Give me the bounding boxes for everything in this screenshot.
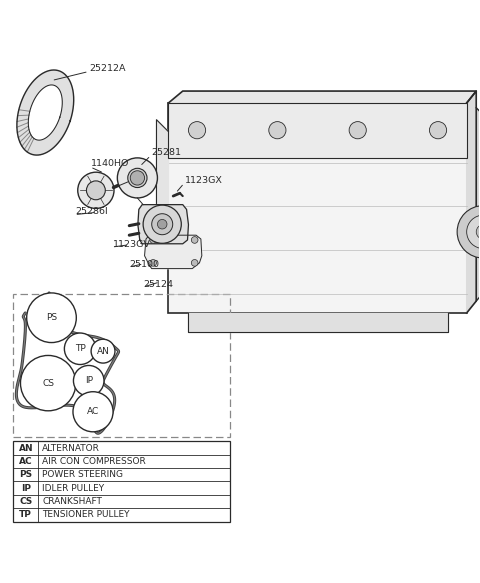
FancyBboxPatch shape: [168, 103, 467, 313]
Bar: [13, 294, 230, 437]
Text: AC: AC: [87, 408, 99, 416]
Text: IP: IP: [21, 484, 31, 493]
Circle shape: [467, 215, 480, 248]
Circle shape: [73, 392, 113, 432]
Text: PS: PS: [19, 470, 32, 479]
Circle shape: [476, 224, 480, 239]
Circle shape: [349, 122, 366, 139]
Bar: [168, 103, 467, 158]
Circle shape: [457, 206, 480, 258]
Circle shape: [152, 214, 173, 235]
Text: ALTERNATOR: ALTERNATOR: [42, 444, 100, 452]
Text: IP: IP: [85, 376, 93, 385]
Circle shape: [64, 333, 96, 364]
Circle shape: [143, 205, 181, 243]
Circle shape: [189, 122, 205, 139]
Circle shape: [21, 356, 76, 411]
Polygon shape: [17, 70, 74, 155]
Polygon shape: [138, 205, 189, 244]
Circle shape: [269, 122, 286, 139]
Circle shape: [130, 171, 144, 185]
Text: TP: TP: [19, 510, 32, 519]
Text: AN: AN: [19, 444, 33, 452]
Circle shape: [91, 339, 115, 363]
Text: CS: CS: [19, 497, 33, 506]
Text: IDLER PULLEY: IDLER PULLEY: [42, 484, 104, 493]
Text: 25124: 25124: [144, 280, 174, 289]
Text: 25212A: 25212A: [90, 64, 126, 73]
Text: 1140HO: 1140HO: [91, 159, 130, 168]
Circle shape: [192, 259, 198, 266]
Text: AC: AC: [19, 457, 33, 466]
Polygon shape: [156, 120, 168, 256]
Circle shape: [86, 181, 105, 200]
Circle shape: [430, 122, 446, 139]
Bar: [13, 441, 230, 522]
Circle shape: [117, 158, 157, 198]
Polygon shape: [168, 91, 476, 103]
Polygon shape: [476, 108, 480, 301]
Text: CS: CS: [42, 378, 54, 388]
Polygon shape: [144, 235, 202, 269]
Polygon shape: [188, 313, 447, 332]
Text: 1123GV: 1123GV: [113, 240, 150, 248]
Text: AN: AN: [96, 347, 109, 356]
Polygon shape: [467, 91, 476, 313]
Circle shape: [150, 259, 156, 266]
Circle shape: [150, 237, 156, 243]
Circle shape: [128, 168, 147, 188]
Circle shape: [73, 366, 104, 396]
Circle shape: [192, 237, 198, 243]
Text: PS: PS: [46, 313, 57, 322]
Text: 25286I: 25286I: [75, 207, 108, 216]
Text: 25100: 25100: [129, 259, 159, 269]
Text: POWER STEERING: POWER STEERING: [42, 470, 123, 479]
Circle shape: [157, 219, 167, 229]
Text: CRANKSHAFT: CRANKSHAFT: [42, 497, 102, 506]
Polygon shape: [28, 85, 62, 140]
Text: 1123GX: 1123GX: [185, 175, 223, 185]
Text: 25281: 25281: [152, 148, 182, 157]
Text: TENSIONER PULLEY: TENSIONER PULLEY: [42, 510, 130, 519]
Circle shape: [78, 172, 114, 209]
Text: TP: TP: [75, 345, 85, 353]
Circle shape: [27, 293, 76, 343]
Text: AIR CON COMPRESSOR: AIR CON COMPRESSOR: [42, 457, 146, 466]
